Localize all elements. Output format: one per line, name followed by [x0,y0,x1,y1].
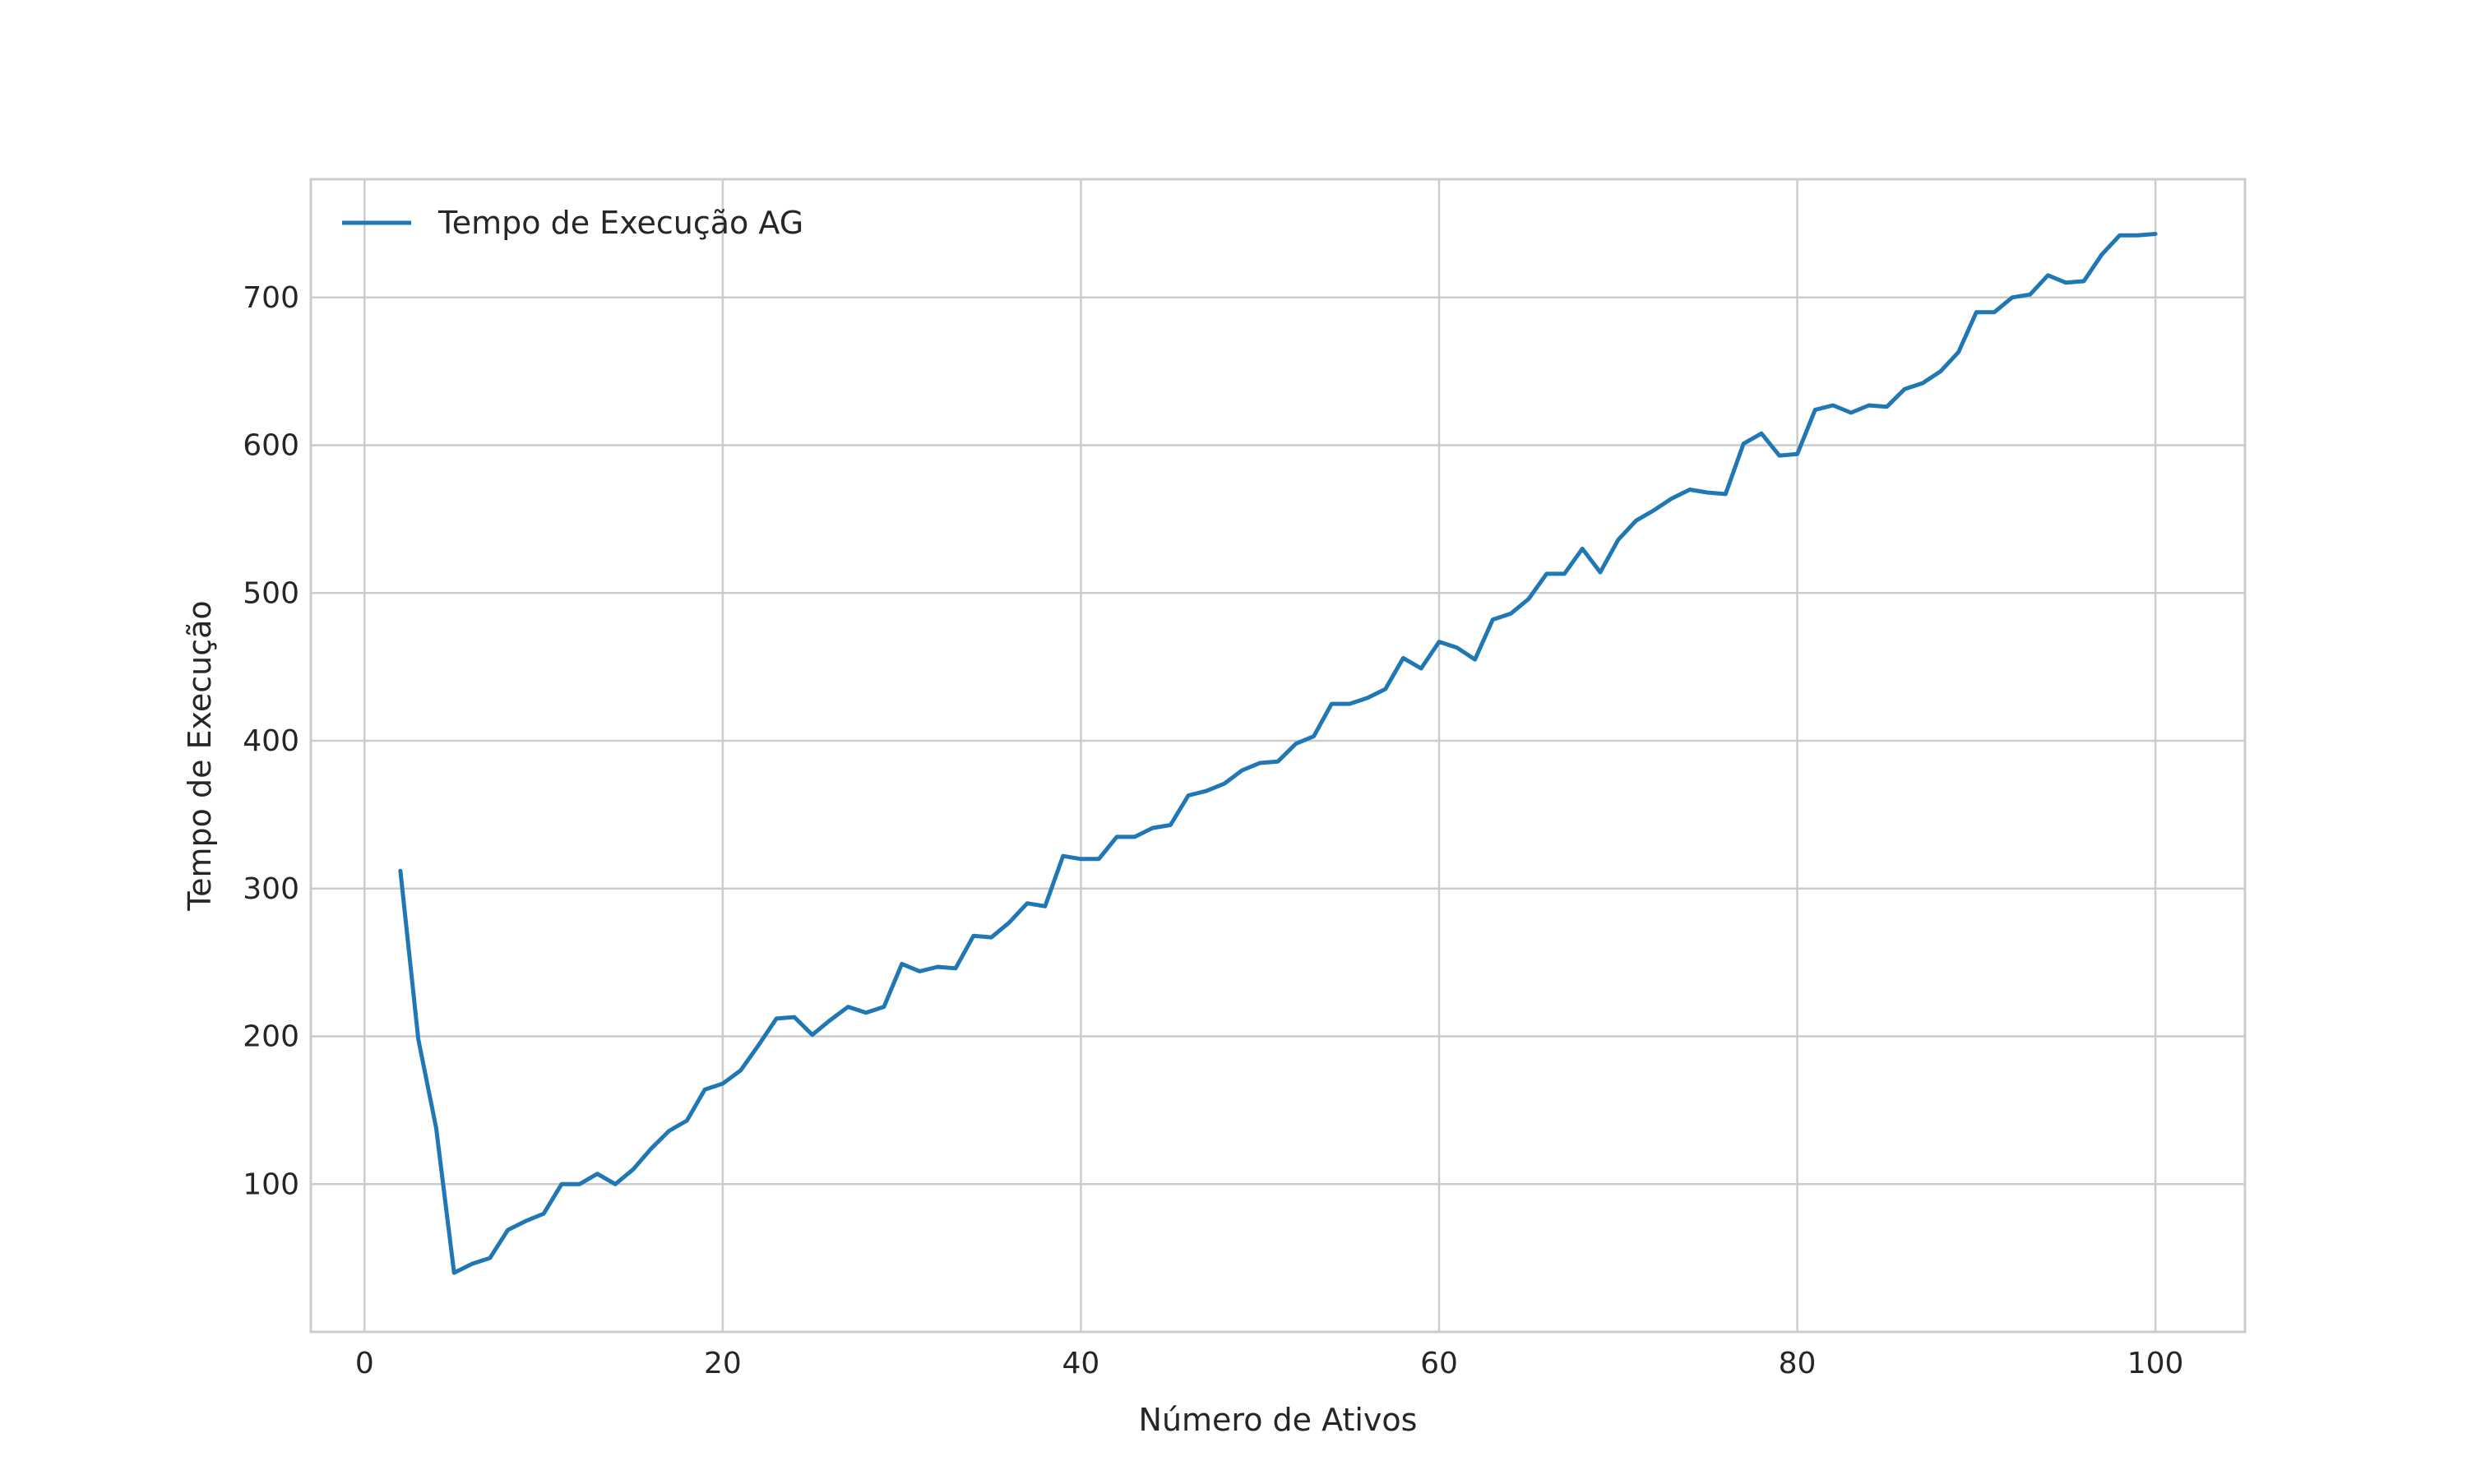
x-tick-label: 20 [704,1347,742,1380]
x-tick-label: 0 [355,1347,374,1380]
series-line-0 [398,232,2158,1275]
y-tick-label: 500 [243,576,299,610]
grid [311,179,2245,1332]
x-axis-label: Número de Ativos [1139,1402,1418,1438]
y-tick-label: 600 [243,429,299,463]
plot-frame [309,178,2247,1334]
y-axis-ticks: 100 200 300 400 500 600 700 [243,281,299,1201]
x-tick-label: 80 [1779,1347,1817,1380]
y-tick-label: 200 [243,1020,299,1054]
x-tick-label: 60 [1420,1347,1458,1380]
series-layer [398,232,2158,1275]
y-tick-label: 400 [243,724,299,758]
x-tick-label: 100 [2127,1347,2184,1380]
x-axis-ticks: 0 20 40 60 80 100 [355,1347,2184,1380]
y-tick-label: 700 [243,281,299,315]
y-tick-label: 300 [243,872,299,906]
x-tick-label: 40 [1062,1347,1100,1380]
y-tick-label: 100 [243,1167,299,1201]
legend: Tempo de Execução AG [342,205,803,241]
y-axis-label: Tempo de Execução [182,600,218,911]
legend-label: Tempo de Execução AG [437,205,803,241]
